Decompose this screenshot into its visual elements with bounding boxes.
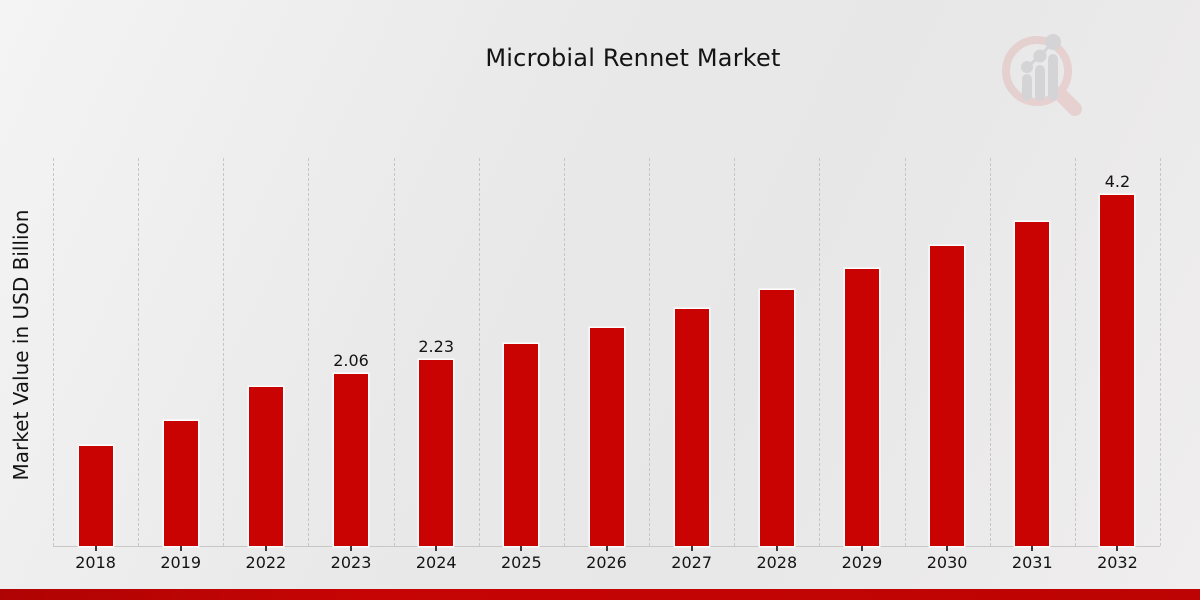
bar-2029 xyxy=(844,269,879,546)
gridline xyxy=(308,158,310,546)
gridline xyxy=(989,158,991,546)
gridline xyxy=(138,158,140,546)
x-tick xyxy=(179,546,182,551)
x-tick-label-2031: 2031 xyxy=(1011,553,1053,572)
x-tick-label-2022: 2022 xyxy=(245,553,287,572)
x-tick xyxy=(350,546,353,551)
gridline xyxy=(223,158,225,546)
bar-2028 xyxy=(759,290,794,546)
x-tick xyxy=(435,546,438,551)
bar-2032 xyxy=(1100,194,1135,546)
x-tick-label-2029: 2029 xyxy=(841,553,883,572)
x-tick xyxy=(946,546,949,551)
x-tick-label-2026: 2026 xyxy=(586,553,627,572)
bar-value-label-2032: 4.2 xyxy=(1104,171,1131,191)
bar-2019 xyxy=(163,420,198,546)
x-tick xyxy=(1031,546,1034,551)
gridline xyxy=(53,158,54,546)
gridline xyxy=(393,158,395,546)
gridline xyxy=(649,158,651,546)
x-tick xyxy=(264,546,267,551)
bar-2022 xyxy=(248,387,283,546)
gridline xyxy=(1160,158,1161,546)
bar-2025 xyxy=(504,344,539,546)
gridline xyxy=(478,158,480,546)
x-tick-label-2024: 2024 xyxy=(415,553,457,572)
gridline xyxy=(1074,158,1076,546)
x-tick xyxy=(94,546,97,551)
x-tick-label-2030: 2030 xyxy=(926,553,968,572)
x-tick-label-2025: 2025 xyxy=(500,553,542,572)
bar-2018 xyxy=(78,445,113,546)
gridline xyxy=(904,158,906,546)
x-tick-label-2027: 2027 xyxy=(671,553,712,572)
x-tick xyxy=(775,546,778,551)
x-tick-label-2032: 2032 xyxy=(1097,553,1138,572)
x-tick xyxy=(860,546,863,551)
x-tick xyxy=(605,546,608,551)
bar-2030 xyxy=(930,245,965,546)
plot-area: 2018 2019 2022 2.06 2023 2.23 2024 2025 2026 2027… xyxy=(53,158,1161,572)
bar-value-label-2024: 2.23 xyxy=(418,336,454,356)
x-tick-label-2023: 2023 xyxy=(330,553,372,572)
bar-2027 xyxy=(674,309,709,546)
x-tick-label-2019: 2019 xyxy=(160,553,202,572)
gridline xyxy=(819,158,821,546)
bar-2026 xyxy=(589,327,624,546)
y-axis-title: Market Value in USD Billion xyxy=(9,209,33,481)
x-tick-label-2028: 2028 xyxy=(756,553,798,572)
gridline xyxy=(734,158,736,546)
gridline xyxy=(563,158,565,546)
bar-2023 xyxy=(334,373,369,546)
bar-2031 xyxy=(1015,221,1050,546)
bar-2024 xyxy=(419,359,454,546)
bar-value-label-2023: 2.06 xyxy=(333,350,369,370)
x-tick-label-2018: 2018 xyxy=(75,553,116,572)
x-tick xyxy=(1116,546,1119,551)
x-tick xyxy=(520,546,523,551)
x-tick xyxy=(690,546,693,551)
brand-accent-strip xyxy=(0,589,1200,600)
chart-title: Microbial Rennet Market xyxy=(485,44,781,72)
magnifier-bar-chart-logo-icon xyxy=(1002,34,1082,116)
